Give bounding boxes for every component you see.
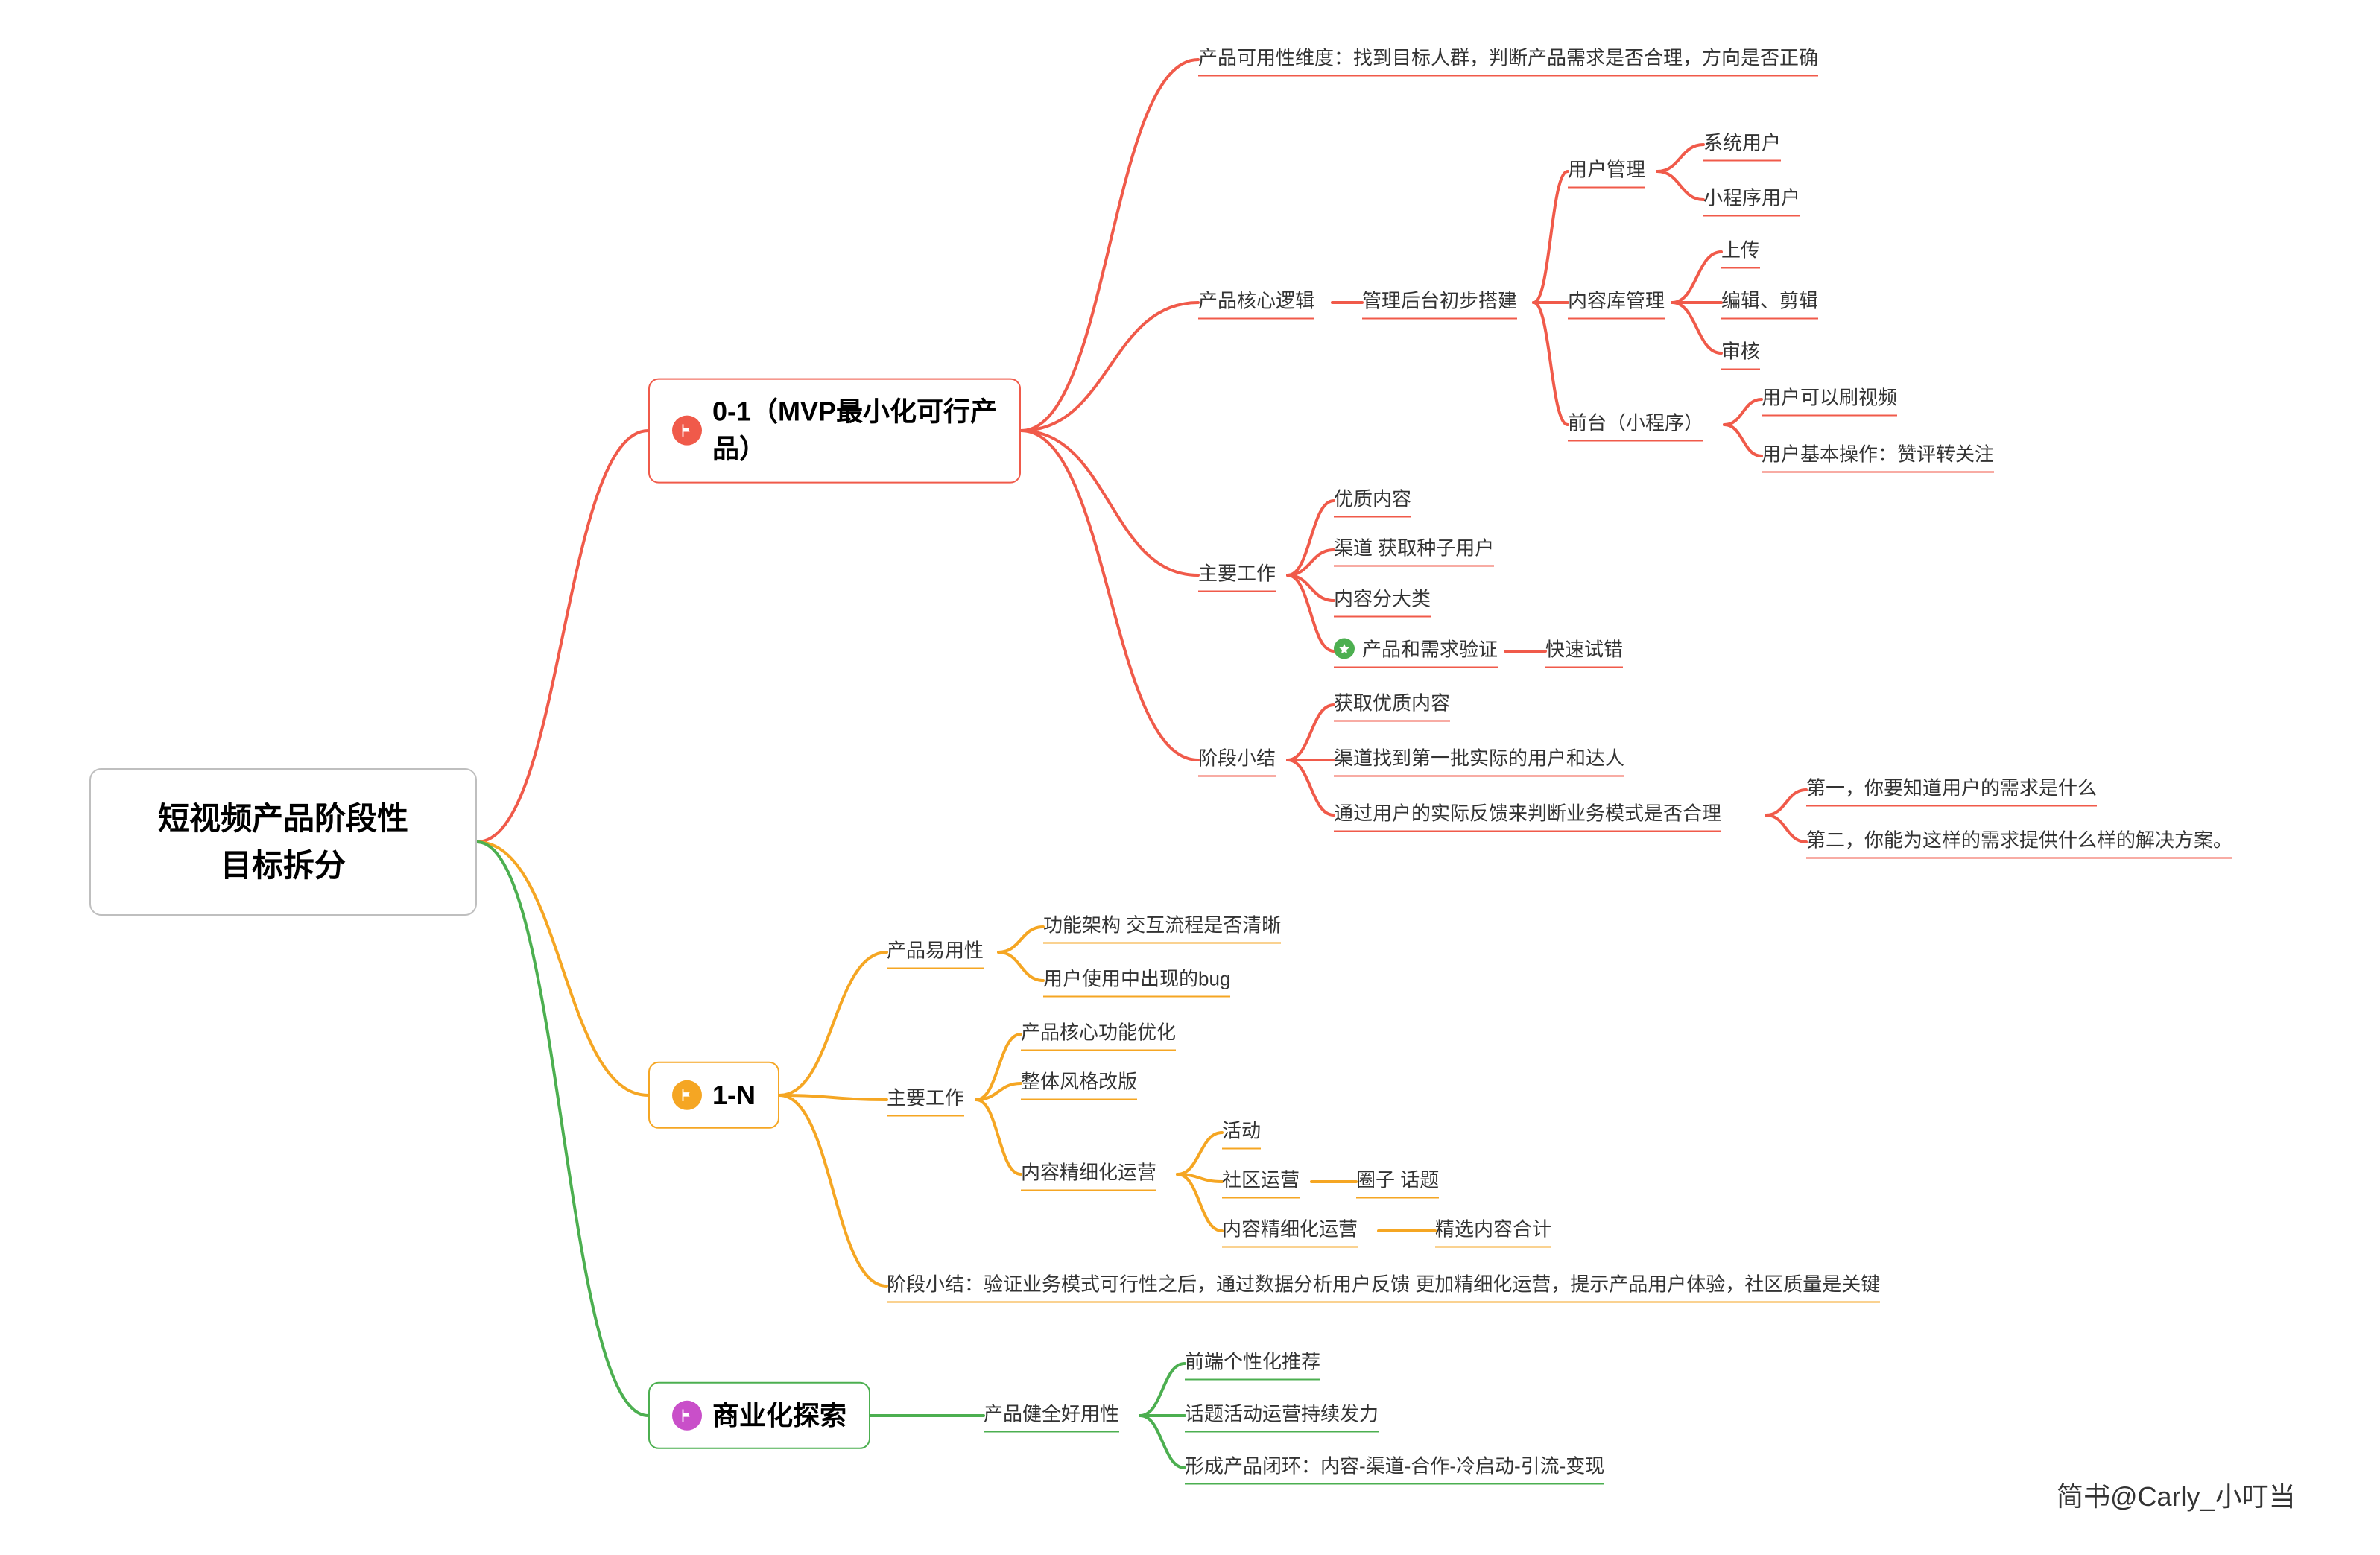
node-n3a[interactable]: 系统用户	[1703, 128, 1781, 162]
node-text: 主要工作	[887, 1083, 964, 1111]
node-m2c2[interactable]: 社区运营	[1222, 1165, 1300, 1199]
branch-label: 0‑1（MVP最小化可行产品）	[712, 393, 997, 469]
watermark: 简书@Carly_小叮当	[2057, 1475, 2296, 1514]
flag-icon	[672, 416, 702, 446]
node-n7c1[interactable]: 第一，你要知道用户的需求是什么	[1806, 773, 2097, 807]
node-n5[interactable]: 前台（小程序）	[1568, 408, 1703, 442]
node-text: 内容库管理	[1568, 286, 1665, 314]
star-icon	[1334, 638, 1355, 659]
node-text: 审核	[1721, 337, 1760, 364]
node-n4b[interactable]: 编辑、剪辑	[1721, 286, 1818, 320]
node-text: 优质内容	[1334, 484, 1411, 512]
node-text: 话题活动运营持续发力	[1185, 1399, 1379, 1427]
node-n1[interactable]: 产品可用性维度：找到目标人群，判断产品需求是否合理，方向是否正确	[1198, 43, 1818, 77]
node-m2c1[interactable]: 活动	[1222, 1116, 1261, 1150]
node-text: 系统用户	[1703, 128, 1781, 156]
node-g1[interactable]: 产品健全好用性	[984, 1399, 1119, 1433]
node-text: 管理后台初步搭建	[1362, 286, 1517, 314]
node-text: 渠道找到第一批实际的用户和达人	[1334, 744, 1624, 771]
node-m2[interactable]: 主要工作	[887, 1083, 964, 1117]
node-text: 活动	[1222, 1116, 1261, 1144]
node-m1[interactable]: 产品易用性	[887, 936, 984, 969]
node-text: 用户使用中出现的bug	[1043, 964, 1230, 992]
node-m1a[interactable]: 功能架构 交互流程是否清晰	[1043, 910, 1281, 944]
node-text: 阶段小结	[1198, 744, 1276, 771]
node-text: 整体风格改版	[1021, 1067, 1137, 1095]
node-g1b[interactable]: 话题活动运营持续发力	[1185, 1399, 1379, 1433]
branch-label: 1‑N	[712, 1077, 756, 1114]
node-m2a[interactable]: 产品核心功能优化	[1021, 1018, 1176, 1051]
node-n3b[interactable]: 小程序用户	[1703, 183, 1800, 217]
node-text: 精选内容合计	[1435, 1214, 1551, 1242]
node-m2c3[interactable]: 内容精细化运营	[1222, 1214, 1358, 1248]
flag-icon	[672, 1080, 702, 1110]
node-n6d[interactable]: 产品和需求验证	[1334, 635, 1498, 668]
node-text: 前端个性化推荐	[1185, 1347, 1320, 1375]
root-text: 短视频产品阶段性目标拆分	[158, 801, 408, 883]
node-n4c[interactable]: 审核	[1721, 337, 1760, 370]
node-text: 用户管理	[1568, 155, 1645, 183]
node-text: 编辑、剪辑	[1721, 286, 1818, 314]
node-text: 前台（小程序）	[1568, 408, 1703, 436]
node-g1a[interactable]: 前端个性化推荐	[1185, 1347, 1320, 1381]
node-text: 功能架构 交互流程是否清晰	[1043, 910, 1281, 938]
node-m3[interactable]: 阶段小结：验证业务模式可行性之后，通过数据分析用户反馈 更加精细化运营，提示产品…	[887, 1270, 1880, 1303]
node-n5b[interactable]: 用户基本操作：赞评转关注	[1762, 440, 1994, 473]
node-n2a[interactable]: 管理后台初步搭建	[1362, 286, 1517, 320]
root-node[interactable]: 短视频产品阶段性目标拆分	[89, 768, 477, 916]
node-n6d2[interactable]: 快速试错	[1545, 635, 1623, 668]
node-text: 用户可以刷视频	[1762, 383, 1897, 411]
node-n4[interactable]: 内容库管理	[1568, 286, 1665, 320]
node-text: 形成产品闭环：内容‑渠道‑合作‑冷启动‑引流‑变现	[1185, 1451, 1604, 1479]
node-text: 快速试错	[1545, 635, 1623, 662]
node-n5a[interactable]: 用户可以刷视频	[1762, 383, 1897, 417]
node-text: 社区运营	[1222, 1165, 1300, 1193]
node-text: 产品健全好用性	[984, 1399, 1119, 1427]
node-n7c[interactable]: 通过用户的实际反馈来判断业务模式是否合理	[1334, 799, 1721, 832]
node-text: 第一，你要知道用户的需求是什么	[1806, 773, 2097, 801]
node-text: 圈子 话题	[1356, 1165, 1439, 1193]
node-n6b[interactable]: 渠道 获取种子用户	[1334, 533, 1494, 567]
node-n7c2[interactable]: 第二，你能为这样的需求提供什么样的解决方案。	[1806, 826, 2232, 859]
node-n7a[interactable]: 获取优质内容	[1334, 688, 1450, 722]
node-text: 渠道 获取种子用户	[1334, 533, 1494, 561]
node-n4a[interactable]: 上传	[1721, 235, 1760, 269]
node-text: 内容精细化运营	[1021, 1158, 1156, 1185]
node-n3[interactable]: 用户管理	[1568, 155, 1645, 189]
node-text: 小程序用户	[1703, 183, 1800, 211]
node-n6a[interactable]: 优质内容	[1334, 484, 1411, 518]
node-n7b[interactable]: 渠道找到第一批实际的用户和达人	[1334, 744, 1624, 777]
node-n2[interactable]: 产品核心逻辑	[1198, 286, 1314, 320]
node-m2c3a[interactable]: 精选内容合计	[1435, 1214, 1551, 1248]
node-text: 产品和需求验证	[1362, 635, 1498, 662]
node-n6[interactable]: 主要工作	[1198, 559, 1276, 592]
node-m2b[interactable]: 整体风格改版	[1021, 1067, 1137, 1100]
node-n7[interactable]: 阶段小结	[1198, 744, 1276, 777]
node-text: 产品易用性	[887, 936, 984, 963]
node-n6c[interactable]: 内容分大类	[1334, 584, 1431, 618]
node-text: 上传	[1721, 235, 1760, 263]
branch-label: 商业化探索	[712, 1397, 846, 1434]
node-g1c[interactable]: 形成产品闭环：内容‑渠道‑合作‑冷启动‑引流‑变现	[1185, 1451, 1604, 1485]
node-text: 产品核心逻辑	[1198, 286, 1314, 314]
node-text: 用户基本操作：赞评转关注	[1762, 440, 1994, 467]
node-text: 内容精细化运营	[1222, 1214, 1358, 1242]
node-text: 主要工作	[1198, 559, 1276, 586]
node-m2c2a[interactable]: 圈子 话题	[1356, 1165, 1439, 1199]
branch-b3[interactable]: 商业化探索	[648, 1382, 870, 1449]
node-text: 产品可用性维度：找到目标人群，判断产品需求是否合理，方向是否正确	[1198, 43, 1818, 71]
branch-b2[interactable]: 1‑N	[648, 1062, 779, 1129]
node-text: 获取优质内容	[1334, 688, 1450, 716]
node-m1b[interactable]: 用户使用中出现的bug	[1043, 964, 1230, 998]
node-text: 产品核心功能优化	[1021, 1018, 1176, 1045]
branch-b1[interactable]: 0‑1（MVP最小化可行产品）	[648, 379, 1021, 484]
flag-icon	[672, 1401, 702, 1431]
node-text: 内容分大类	[1334, 584, 1431, 612]
node-text: 阶段小结：验证业务模式可行性之后，通过数据分析用户反馈 更加精细化运营，提示产品…	[887, 1270, 1880, 1297]
node-text: 第二，你能为这样的需求提供什么样的解决方案。	[1806, 826, 2232, 853]
node-text: 通过用户的实际反馈来判断业务模式是否合理	[1334, 799, 1721, 826]
node-m2c[interactable]: 内容精细化运营	[1021, 1158, 1156, 1191]
